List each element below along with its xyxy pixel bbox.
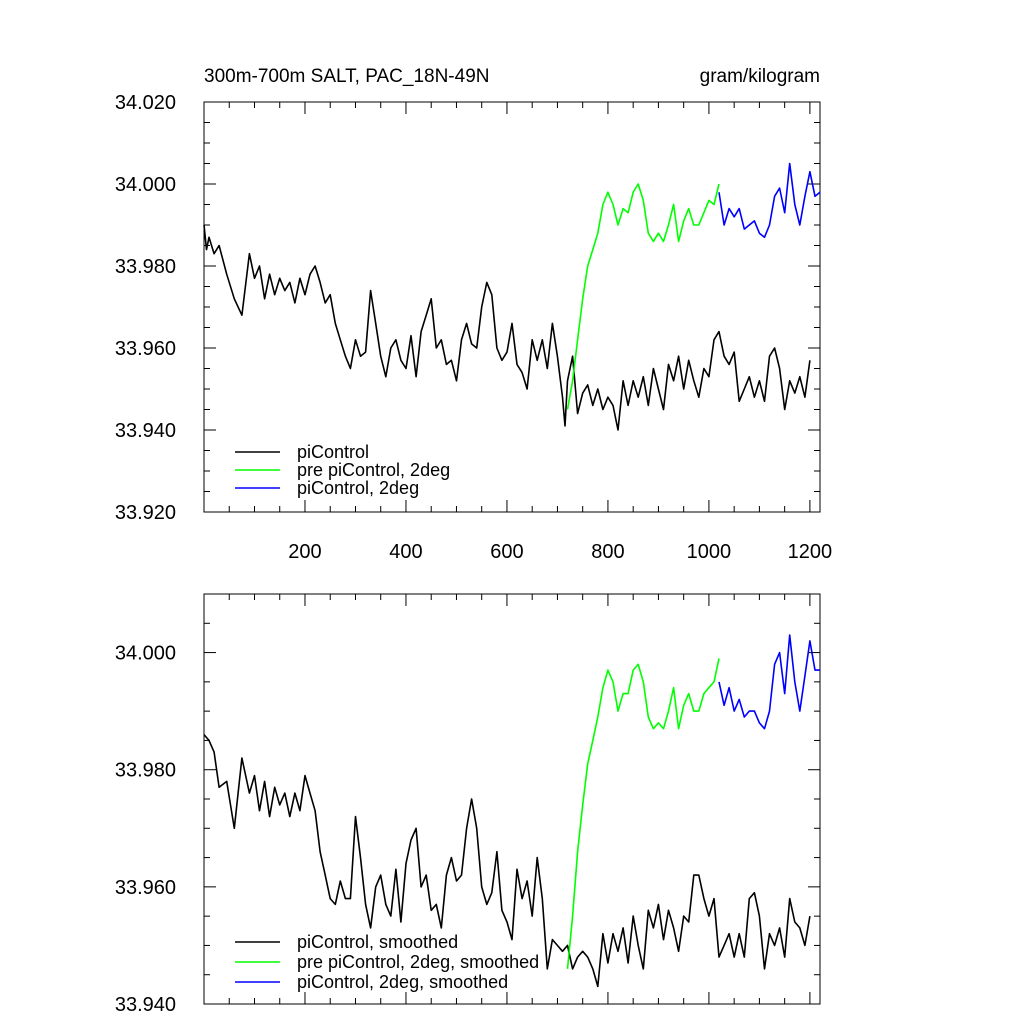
x-tick-label: 1200 <box>788 541 833 563</box>
legend-label: piControl, 2deg, smoothed <box>297 972 508 992</box>
chart-units: gram/kilogram <box>700 66 820 87</box>
legend-label: piControl <box>297 442 369 462</box>
y-tick-label: 34.000 <box>115 174 176 196</box>
y-tick-label: 33.920 <box>115 502 176 524</box>
plot-panel-2: 33.940 33.960 33.980 34.000 piControl, smoot… <box>115 593 821 1016</box>
y-tick-label: 33.960 <box>115 338 176 360</box>
x-tick-label: 600 <box>490 541 523 563</box>
y-tick-label: 33.940 <box>115 994 176 1016</box>
series-line-1 <box>203 224 811 431</box>
y-tick-label: 33.960 <box>115 877 176 899</box>
series-line-1 <box>203 734 811 988</box>
x-tick-label: 200 <box>288 541 321 563</box>
y-tick-label: 33.980 <box>115 256 176 278</box>
series-line-2 <box>566 183 720 410</box>
series-line-3 <box>718 634 820 730</box>
y-tick-label: 33.980 <box>115 760 176 782</box>
legend-label: pre piControl, 2deg <box>297 460 450 480</box>
x-tick-label: 800 <box>591 541 624 563</box>
series-line-2 <box>566 658 720 969</box>
x-tick-label: 400 <box>389 541 422 563</box>
series-line-3 <box>718 162 821 239</box>
y-tick-label: 33.940 <box>115 420 176 442</box>
y-tick-label: 34.020 <box>115 92 176 114</box>
legend-label: piControl, smoothed <box>297 932 458 952</box>
plot-panel-1: 33.920 33.940 33.960 33.980 34.000 34.020 200 4… <box>115 92 832 563</box>
chart-title: 300m-700m SALT, PAC_18N-49N <box>204 66 489 87</box>
y-tick-label: 34.000 <box>115 643 176 665</box>
legend-label: piControl, 2deg <box>297 478 419 498</box>
legend-label: pre piControl, 2deg, smoothed <box>297 952 539 972</box>
x-tick-label: 1000 <box>687 541 732 563</box>
